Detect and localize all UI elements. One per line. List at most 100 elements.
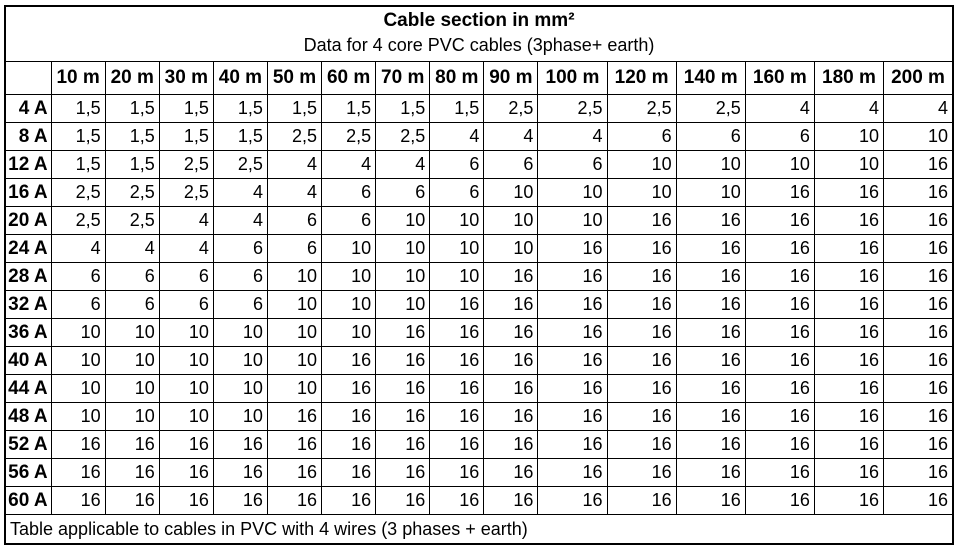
value-cell: 16 [537, 430, 608, 459]
table-footnote: Table applicable to cables in PVC with 4… [4, 514, 954, 545]
title-row: Cable section in mm² Data for 4 core PVC… [4, 5, 954, 62]
row-label-28A: 28 A [4, 262, 52, 291]
value-cell: 16 [429, 374, 485, 403]
value-cell: 10 [744, 150, 815, 179]
value-cell: 10 [104, 374, 160, 403]
value-cell: 16 [675, 458, 746, 487]
column-header-30m: 30 m [158, 61, 214, 95]
table-row: 28 A 6 6 6 6 10 10 10 10 16 16 16 16 16 16 16 [4, 262, 954, 291]
value-cell: 16 [813, 430, 885, 459]
column-header-140m: 140 m [675, 61, 746, 95]
value-cell: 10 [606, 150, 677, 179]
value-cell: 16 [50, 486, 106, 515]
table-row: 16 A 2,5 2,5 2,5 4 4 6 6 6 10 10 10 10 16 16 16 [4, 178, 954, 207]
table-row: 52 A 16 16 16 16 16 16 16 16 16 16 16 16 16 16 16 [4, 430, 954, 459]
value-cell: 16 [883, 430, 954, 459]
value-cell: 16 [675, 430, 746, 459]
column-header-10m: 10 m [50, 61, 106, 95]
value-cell: 10 [50, 346, 106, 375]
value-cell: 1,5 [104, 122, 160, 151]
value-cell: 16 [813, 290, 885, 319]
value-cell: 4 [158, 206, 214, 235]
column-header-200m: 200 m [883, 61, 954, 95]
value-cell: 10 [483, 178, 539, 207]
value-cell: 16 [266, 458, 323, 487]
row-label-60A: 60 A [4, 486, 52, 515]
value-cell: 16 [744, 318, 815, 347]
value-cell: 16 [744, 234, 815, 263]
value-cell: 6 [212, 262, 268, 291]
value-cell: 16 [883, 318, 954, 347]
table-row: 60 A 16 16 16 16 16 16 16 16 16 16 16 16 16 16 16 [4, 486, 954, 515]
value-cell: 10 [50, 402, 106, 431]
value-cell: 10 [537, 206, 608, 235]
column-header-60m: 60 m [321, 61, 377, 95]
value-cell: 16 [537, 290, 608, 319]
value-cell: 16 [375, 458, 431, 487]
value-cell: 10 [321, 318, 377, 347]
value-cell: 10 [675, 178, 746, 207]
value-cell: 16 [813, 206, 885, 235]
value-cell: 2,5 [537, 94, 608, 123]
value-cell: 16 [537, 486, 608, 515]
value-cell: 2,5 [158, 178, 214, 207]
value-cell: 16 [483, 290, 539, 319]
value-cell: 16 [883, 178, 954, 207]
value-cell: 4 [483, 122, 539, 151]
value-cell: 6 [429, 150, 485, 179]
column-header-80m: 80 m [429, 61, 485, 95]
value-cell: 4 [375, 150, 431, 179]
row-label-44A: 44 A [4, 374, 52, 403]
value-cell: 4 [104, 234, 160, 263]
value-cell: 10 [158, 374, 214, 403]
value-cell: 6 [266, 206, 323, 235]
value-cell: 4 [266, 150, 323, 179]
value-cell: 10 [158, 318, 214, 347]
value-cell: 16 [883, 290, 954, 319]
value-cell: 16 [321, 430, 377, 459]
value-cell: 10 [606, 178, 677, 207]
value-cell: 16 [429, 346, 485, 375]
row-label-12A: 12 A [4, 150, 52, 179]
value-cell: 4 [429, 122, 485, 151]
value-cell: 16 [483, 430, 539, 459]
value-cell: 10 [483, 206, 539, 235]
column-header-180m: 180 m [813, 61, 885, 95]
value-cell: 10 [813, 150, 885, 179]
value-cell: 10 [375, 206, 431, 235]
value-cell: 16 [744, 262, 815, 291]
value-cell: 16 [375, 486, 431, 515]
value-cell: 1,5 [50, 94, 106, 123]
value-cell: 16 [883, 374, 954, 403]
value-cell: 1,5 [212, 94, 268, 123]
cable-section-table: Cable section in mm² Data for 4 core PVC… [4, 5, 954, 545]
value-cell: 10 [212, 402, 268, 431]
value-cell: 1,5 [104, 150, 160, 179]
value-cell: 16 [675, 318, 746, 347]
value-cell: 6 [537, 150, 608, 179]
value-cell: 16 [606, 206, 677, 235]
value-cell: 10 [483, 234, 539, 263]
row-label-32A: 32 A [4, 290, 52, 319]
value-cell: 4 [212, 178, 268, 207]
value-cell: 16 [813, 346, 885, 375]
value-cell: 1,5 [429, 94, 485, 123]
row-label-8A: 8 A [4, 122, 52, 151]
value-cell: 16 [813, 402, 885, 431]
value-cell: 16 [813, 262, 885, 291]
value-cell: 16 [744, 206, 815, 235]
value-cell: 16 [429, 290, 485, 319]
value-cell: 16 [321, 346, 377, 375]
value-cell: 2,5 [212, 150, 268, 179]
row-label-16A: 16 A [4, 178, 52, 207]
value-cell: 16 [675, 234, 746, 263]
value-cell: 16 [429, 430, 485, 459]
value-cell: 10 [537, 178, 608, 207]
value-cell: 2,5 [50, 178, 106, 207]
value-cell: 10 [429, 234, 485, 263]
value-cell: 16 [813, 374, 885, 403]
row-label-36A: 36 A [4, 318, 52, 347]
value-cell: 16 [537, 262, 608, 291]
value-cell: 10 [375, 290, 431, 319]
table-row: 40 A 10 10 10 10 10 16 16 16 16 16 16 16 16 16 16 [4, 346, 954, 375]
